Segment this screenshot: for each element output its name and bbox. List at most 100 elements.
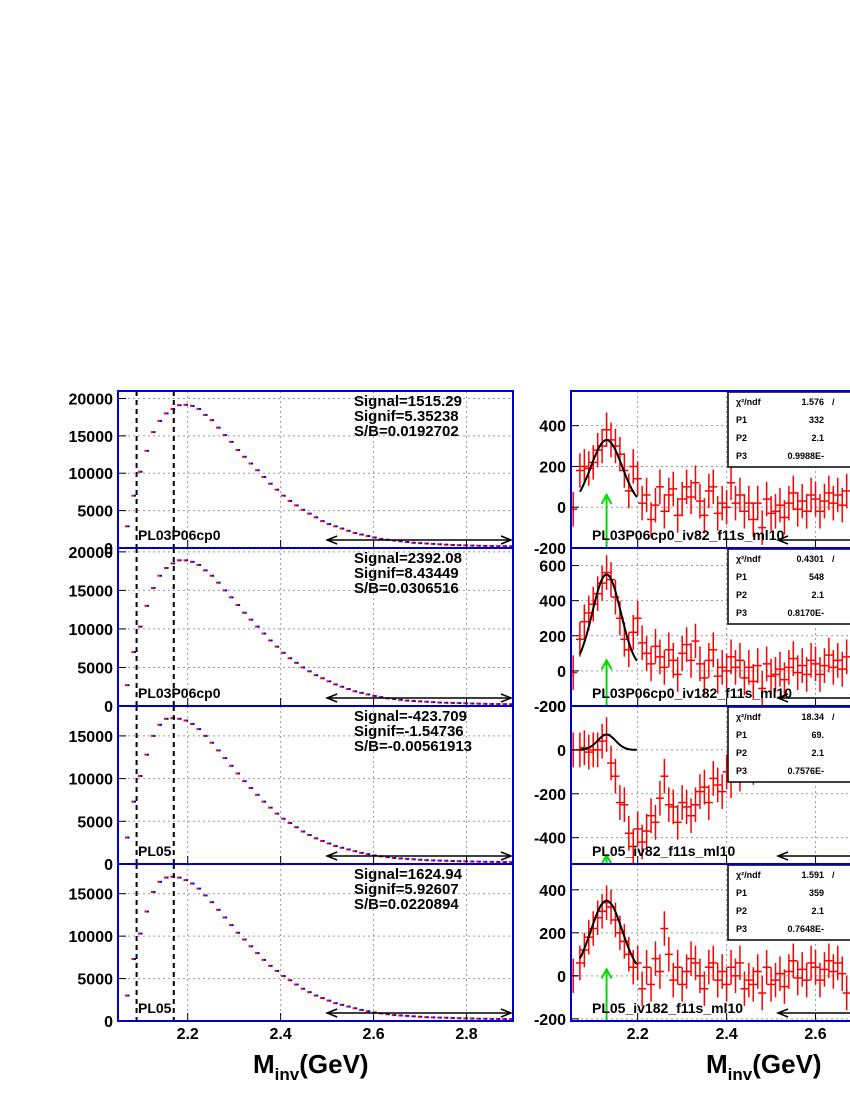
y-tick-label: 5000 <box>77 660 113 677</box>
x-axis-title-left: Minv(GeV) <box>253 1049 369 1084</box>
sideband-arrow-left <box>775 1008 789 1018</box>
stats-label: P1 <box>736 572 747 582</box>
sideband-arrow-left <box>325 535 338 545</box>
signal-marker-arrow <box>600 658 613 670</box>
stats-value: 2.1 <box>811 748 824 758</box>
info-text-3: S/B=0.0306516 <box>354 580 459 597</box>
y-tick-label: 15000 <box>69 429 114 446</box>
y-tick-label: 400 <box>539 419 566 436</box>
y-tick-label: 15000 <box>69 729 114 746</box>
y-tick-label: 0 <box>557 743 566 760</box>
stats-value: 69. <box>811 730 824 740</box>
stats-sep: / <box>832 870 835 880</box>
y-tick-label: 0 <box>104 699 113 716</box>
panel-label: PL03P06cp0_iv82_f11s_ml10 <box>592 527 784 543</box>
stats-value: 359 <box>809 888 824 898</box>
panel-label: PL05 <box>138 1000 172 1016</box>
stats-value: 2.1 <box>811 433 824 443</box>
stats-value: 548 <box>809 572 824 582</box>
y-tick-label: 5000 <box>77 972 113 989</box>
y-tick-label: -400 <box>534 831 566 848</box>
x-tick-label: 2.6 <box>804 1026 826 1043</box>
stats-label: P3 <box>736 924 747 934</box>
stats-value: 2.1 <box>811 906 824 916</box>
fit-curve <box>578 573 638 662</box>
info-text-2: Signif=5.35238 <box>354 408 459 425</box>
stats-value: 18.34 <box>801 712 824 722</box>
y-tick-label: 10000 <box>69 622 114 639</box>
histogram-panel-4: Signal=1624.94Signif=5.92607S/B=0.022089… <box>69 863 514 1043</box>
stats-value: 0.8170E- <box>787 608 824 618</box>
signal-marker-arrow <box>600 492 613 505</box>
y-tick-label: 0 <box>557 664 566 681</box>
y-tick-label: 20000 <box>69 545 114 562</box>
stats-label: χ²/ndf <box>736 554 762 564</box>
y-tick-label: 10000 <box>69 466 114 483</box>
y-tick-label: 600 <box>539 559 566 576</box>
stats-label: P3 <box>736 451 747 461</box>
y-tick-label: 400 <box>539 594 566 611</box>
stats-sep: / <box>832 554 835 564</box>
fit-curve <box>579 733 637 751</box>
axis-title-main: M <box>706 1049 728 1079</box>
stats-label: χ²/ndf <box>736 712 762 722</box>
y-tick-label: -200 <box>534 541 566 558</box>
x-axis-title-right: Minv(GeV) <box>706 1049 822 1084</box>
signal-marker-arrow <box>600 853 613 864</box>
info-text-3: S/B=0.0220894 <box>354 896 459 913</box>
info-text-1: Signal=-423.709 <box>354 708 467 725</box>
stats-value: 1.591 <box>801 870 824 880</box>
y-tick-label: 0 <box>557 969 566 986</box>
info-text-1: Signal=1624.94 <box>354 866 463 883</box>
sideband-arrow-right <box>500 1008 514 1018</box>
sideband-arrow-left <box>775 535 789 545</box>
info-text-3: S/B=0.0192702 <box>354 423 459 440</box>
stats-label: P1 <box>736 888 747 898</box>
sideband-arrow-right <box>500 535 514 545</box>
histogram-panel-3: Signal=-423.709Signif=-1.54736S/B=-0.005… <box>69 705 514 874</box>
stats-box <box>727 706 850 783</box>
info-text-2: Signif=8.43449 <box>354 565 459 582</box>
plot-inner: χ²/ndf 1.591 / P1 359 P2 2.1 P3 0.7648E- PL05_iv1… <box>571 864 850 1021</box>
axis-title-unit: (GeV) <box>299 1049 368 1079</box>
sideband-arrow-right <box>500 851 514 861</box>
stats-box <box>727 864 850 941</box>
y-tick-label: 15000 <box>69 583 114 600</box>
scatter-panel-2: χ²/ndf 0.4301 / P1 548 P2 2.1 P3 0.8170E- PL03P06… <box>534 547 850 716</box>
info-text-2: Signif=5.92607 <box>354 881 459 898</box>
stats-label: χ²/ndf <box>736 870 762 880</box>
x-tick-label: 2.6 <box>362 1026 384 1043</box>
panel-label: PL03P06cp0 <box>138 527 221 543</box>
axis-title-main: M <box>253 1049 275 1079</box>
stats-label: P2 <box>736 906 747 916</box>
sideband-arrow-left <box>775 851 789 861</box>
scatter-panel-3: χ²/ndf 18.34 / P1 69. P2 2.1 P3 0.7576E- PL05_iv8… <box>534 699 850 865</box>
y-tick-label: 0 <box>104 541 113 558</box>
stats-sep: / <box>832 712 835 722</box>
stats-label: χ²/ndf <box>736 397 762 407</box>
panel-frame <box>117 863 514 1022</box>
signal-marker-arrow <box>600 967 613 979</box>
y-tick-label: 0 <box>557 500 566 517</box>
histogram-panel-1: Signal=1515.29Signif=5.35238S/B=0.019270… <box>69 390 514 558</box>
stats-label: P3 <box>736 766 747 776</box>
stats-label: P1 <box>736 730 747 740</box>
scatter-panel-4: χ²/ndf 1.591 / P1 359 P2 2.1 P3 0.7648E- PL05_iv1… <box>534 863 850 1043</box>
axis-title-unit: (GeV) <box>752 1049 821 1079</box>
y-tick-label: 200 <box>539 459 566 476</box>
x-tick-label: 2.2 <box>177 1026 199 1043</box>
x-tick-label: 2.8 <box>455 1026 477 1043</box>
y-tick-label: 5000 <box>77 504 113 521</box>
axis-title-sub: inv <box>275 1065 300 1084</box>
y-tick-label: 15000 <box>69 887 114 904</box>
y-tick-label: 200 <box>539 699 566 716</box>
y-tick-label: 400 <box>539 883 566 900</box>
sideband-arrow-right <box>500 693 514 703</box>
stats-label: P2 <box>736 590 747 600</box>
panel-label: PL03P06cp0_iv182_f11s_ml10 <box>592 685 792 701</box>
y-tick-label: 5000 <box>77 814 113 831</box>
panel-frame <box>570 863 850 1022</box>
panel-label: PL05 <box>138 843 172 859</box>
sideband-arrow-left <box>775 693 789 703</box>
stats-label: P1 <box>736 415 747 425</box>
